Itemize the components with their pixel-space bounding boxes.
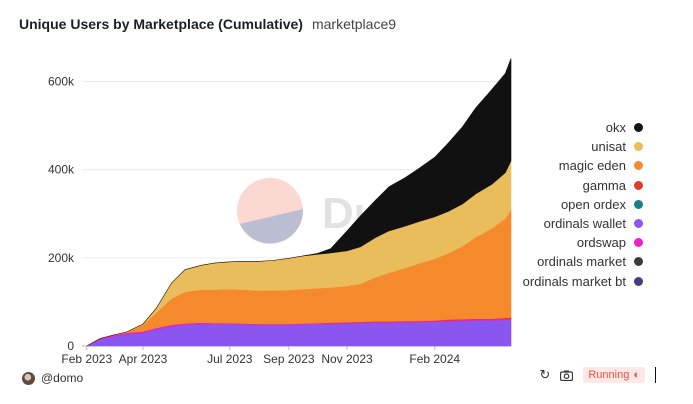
y-tick-label: 200k (48, 251, 75, 265)
spinner-icon: ◐ (633, 369, 640, 381)
legend-item[interactable]: ordinals market bt (523, 272, 643, 291)
legend-label: magic eden (558, 158, 626, 174)
legend-item[interactable]: ordinals market (537, 252, 643, 271)
watermark-logo-wedge (240, 209, 304, 244)
x-tick-label: Feb 2024 (409, 352, 460, 366)
legend-label: gamma (582, 177, 626, 193)
legend-label: ordswap (576, 235, 626, 251)
legend-label: ordinals wallet (543, 216, 626, 232)
x-tick-label: Jul 2023 (207, 352, 253, 366)
text-cursor (655, 367, 656, 383)
x-tick-label: Feb 2023 (61, 352, 112, 366)
legend-color-dot (634, 257, 643, 267)
legend-color-dot (634, 238, 643, 248)
author-name[interactable]: @domo (41, 371, 84, 385)
legend-color-dot (634, 123, 643, 133)
legend-label: okx (605, 120, 626, 136)
legend-color-dot (634, 161, 643, 171)
legend-item[interactable]: unisat (591, 137, 643, 156)
legend-color-dot (634, 276, 643, 286)
legend-item[interactable]: ordswap (577, 233, 643, 252)
camera-icon[interactable] (560, 370, 574, 381)
y-tick-label: 400k (48, 163, 75, 177)
legend-color-dot (634, 142, 643, 152)
chart-header: Unique Users by Marketplace (Cumulative)… (19, 16, 396, 32)
chart-title: Unique Users by Marketplace (Cumulative) (19, 16, 303, 32)
watermark-logo-circle (237, 178, 303, 244)
y-tick-label: 600k (48, 74, 75, 88)
legend-color-dot (634, 219, 643, 229)
legend-label: unisat (591, 139, 626, 155)
legend-color-dot (634, 199, 643, 209)
chart-footer: @domo (22, 371, 83, 385)
chart-toolbar: ↻ Running ◐ (539, 367, 656, 383)
status-text: Running (588, 369, 630, 381)
author-avatar[interactable] (22, 371, 35, 385)
refresh-icon[interactable]: ↻ (539, 367, 551, 382)
legend-item[interactable]: okx (606, 118, 643, 137)
legend-label: ordinals market (537, 254, 626, 270)
legend-item[interactable]: magic eden (559, 156, 643, 175)
x-tick-label: Apr 2023 (119, 352, 168, 366)
running-status-badge: Running ◐ (583, 367, 645, 383)
legend-item[interactable]: ordinals wallet (544, 214, 643, 233)
chart-legend: okx unisat magic eden gamma open ordex ordina… (523, 118, 643, 291)
legend-label: ordinals market bt (522, 273, 626, 289)
legend-item[interactable]: gamma (583, 176, 643, 195)
x-tick-label: Sep 2023 (263, 352, 315, 366)
legend-color-dot (634, 180, 643, 190)
series-area-okx (86, 58, 512, 347)
legend-item[interactable]: open ordex (561, 195, 643, 214)
legend-label: open ordex (560, 196, 626, 212)
x-tick-label: Nov 2023 (321, 352, 373, 366)
y-tick-label: 0 (67, 339, 74, 353)
chart-subtitle: marketplace9 (311, 16, 397, 32)
